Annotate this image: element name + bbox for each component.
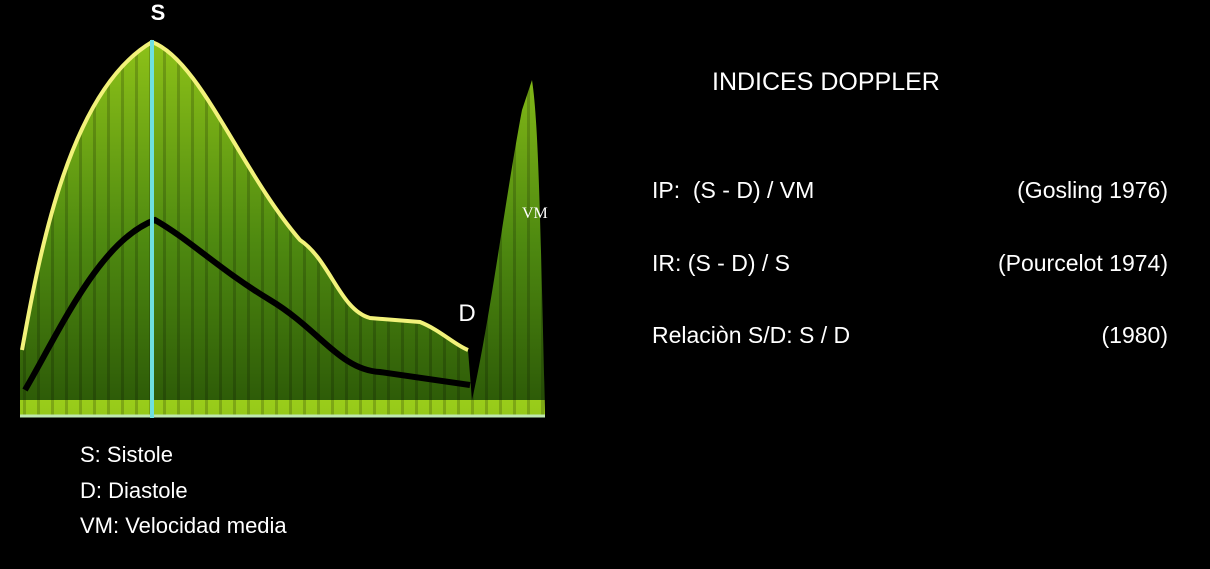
formula: IR: (S - D) / S <box>652 250 790 277</box>
legend-item: D: Diastole <box>80 478 188 504</box>
source: (Gosling 1976) <box>1017 177 1168 204</box>
source: (1980) <box>1102 322 1168 349</box>
diastole-label: D <box>458 300 475 327</box>
legend-item: VM: Velocidad media <box>80 513 287 539</box>
legend-item: S: Sistole <box>80 442 173 468</box>
formula: IP: (S - D) / VM <box>652 177 814 204</box>
panel-title: INDICES DOPPLER <box>712 68 940 97</box>
peak-label: S <box>151 0 166 25</box>
formula: Relaciòn S/D: S / D <box>652 322 850 349</box>
source: (Pourcelot 1974) <box>998 250 1168 277</box>
mean-label: VM <box>522 205 548 222</box>
slide: S D VM S: Sistole D: Diastole VM: Veloci… <box>0 0 1210 569</box>
